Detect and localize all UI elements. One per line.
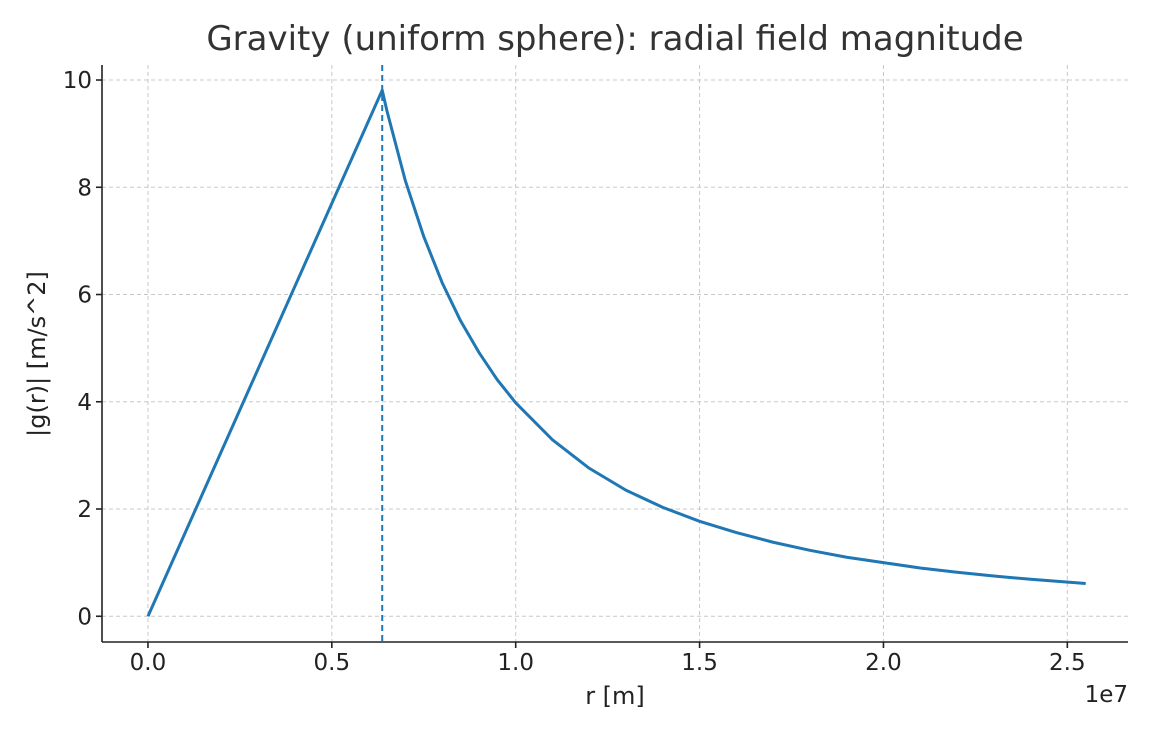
y-tick-label: 2 xyxy=(77,497,92,523)
y-tick-label: 4 xyxy=(77,390,92,416)
axes xyxy=(101,65,1128,643)
y-tick-label: 0 xyxy=(77,604,92,630)
chart-title: Gravity (uniform sphere): radial field m… xyxy=(206,19,1023,59)
grid xyxy=(102,65,1128,642)
x-ticks: 0.0 0.5 1.0 1.5 2.0 2.5 xyxy=(130,642,1086,676)
y-axis-label: |g(r)| [m/s^2] xyxy=(23,271,51,437)
y-tick-label: 6 xyxy=(77,283,92,309)
x-axis-label: r [m] xyxy=(585,682,645,710)
x-tick-label: 2.5 xyxy=(1049,650,1086,676)
x-axis-offset-label: 1e7 xyxy=(1085,682,1128,708)
x-tick-label: 0.5 xyxy=(314,650,351,676)
x-tick-label: 1.5 xyxy=(681,650,718,676)
x-tick-label: 1.0 xyxy=(497,650,534,676)
series-layer xyxy=(146,88,1086,617)
x-tick-label: 0.0 xyxy=(130,650,167,676)
y-tick-label: 10 xyxy=(63,68,92,94)
y-ticks: 0 2 4 6 8 10 xyxy=(63,68,102,630)
x-tick-label: 2.0 xyxy=(865,650,902,676)
y-tick-label: 8 xyxy=(77,175,92,201)
series-line xyxy=(146,88,1086,617)
